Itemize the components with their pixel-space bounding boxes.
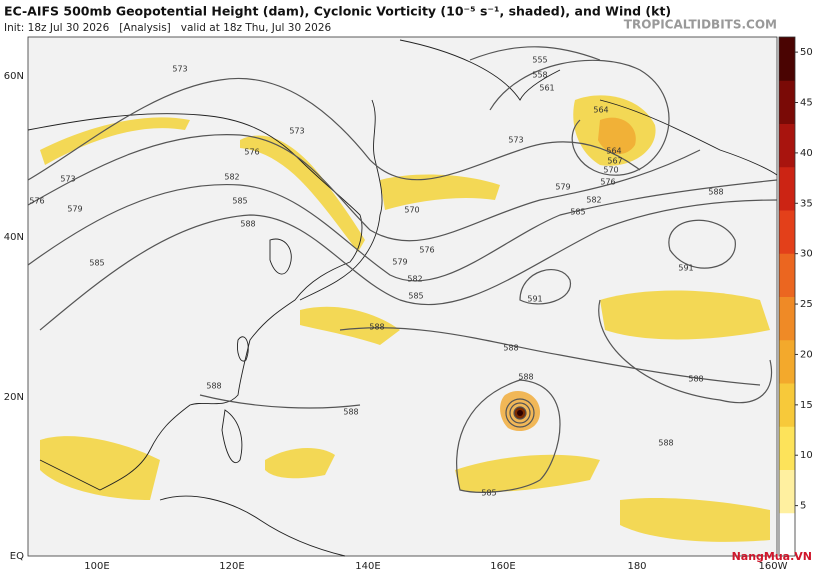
contour-label: 576 [244,148,259,157]
contour-label: 576 [419,246,434,255]
longitude-label: 160W [759,561,788,572]
contour-label: 591 [527,295,542,304]
contour-label: 588 [240,220,255,229]
longitude-label: 160E [490,561,515,572]
longitude-label: 120E [219,561,244,572]
colorbar: 5 10 15 20 25 30 35 40 45 50 [778,36,813,557]
contour-label: 588 [503,344,518,353]
contour-label: 567 [607,157,622,166]
longitude-label: 180 [627,561,646,572]
contour-label: 570 [404,206,419,215]
map-area: 5735735765825855885735765795855555585615… [27,36,778,557]
colorbar-segment [779,37,795,81]
contour-label: 573 [60,175,75,184]
subtitle: Init: 18z Jul 30 2026 [Analysis] valid a… [4,22,332,34]
contour-label: 558 [532,71,547,80]
contour-label: 555 [532,56,547,65]
colorbar-tick-label: 25 [800,299,813,310]
colorbar-segment [779,210,795,254]
contour-label: 582 [586,196,601,205]
contour-label: 573 [508,136,523,145]
contour-label: 588 [688,375,703,384]
contour-label: 579 [392,258,407,267]
contour-label: 564 [593,106,608,115]
contour-label: 570 [603,166,618,175]
colorbar-tick-label: 10 [800,450,813,461]
colorbar-segment [779,512,795,557]
colorbar-tick-label: 20 [800,349,813,360]
title: EC-AIFS 500mb Geopotential Height (dam),… [4,4,671,19]
contour-label: 573 [289,127,304,136]
colorbar-tick-label: 50 [800,47,813,58]
contour-label: 585 [232,197,247,206]
contour-label: 561 [539,84,554,93]
colorbar-tick-label: 40 [800,148,813,159]
colorbar-segment [779,296,795,341]
contour-label: 579 [67,205,82,214]
contour-label: 591 [678,264,693,273]
contour-label: 582 [407,275,422,284]
latitude-label: EQ [10,551,24,562]
contour-labels: 5735735765825855885735765795855555585615… [29,56,723,498]
colorbar-tick-label: 15 [800,400,813,411]
latitude-label: 40N [4,232,24,243]
colorbar-segment [779,383,795,427]
contour-label: 576 [29,197,44,206]
contour-label: 564 [606,147,621,156]
watermark: NangMua.VN [732,550,812,563]
height-contours [27,46,778,493]
colorbar-segment [779,469,795,514]
colorbar-segment [779,166,795,211]
contour-label: 585 [570,208,585,217]
contour-label: 588 [369,323,384,332]
colorbar-tick-label: 30 [800,249,813,260]
contour-label: 588 [206,382,221,391]
colorbar-segment [779,253,795,297]
latitude-label: 60N [4,71,24,82]
contour-label: 588 [658,439,673,448]
longitude-label: 100E [84,561,109,572]
colorbar-segment [779,426,795,470]
colorbar-segment [779,123,795,168]
coastlines [27,39,778,557]
latitude-label: 20N [4,392,24,403]
colorbar-frame [778,36,796,557]
colorbar-tick-label: 35 [800,198,813,209]
contour-label: 579 [555,183,570,192]
colorbar-tick-label: 45 [800,98,813,109]
contour-label: 585 [408,292,423,301]
contour-label: 585 [481,489,496,498]
axes: 100E 120E 140E 160E 180 160W 60N 40N 20N EQ [4,71,788,572]
longitude-label: 140E [355,561,380,572]
colorbar-tick-label: 5 [800,501,806,512]
source: TROPICALTIDBITS.COM [624,18,777,32]
colorbar-segment [779,339,795,384]
contour-label: 573 [172,65,187,74]
contour-label: 576 [600,178,615,187]
colorbar-segment [779,80,795,124]
contour-label: 588 [518,373,533,382]
contour-label: 585 [89,259,104,268]
vorticity-shading [40,95,770,542]
contour-label: 588 [708,188,723,197]
contour-label: 582 [224,173,239,182]
contour-label: 588 [343,408,358,417]
